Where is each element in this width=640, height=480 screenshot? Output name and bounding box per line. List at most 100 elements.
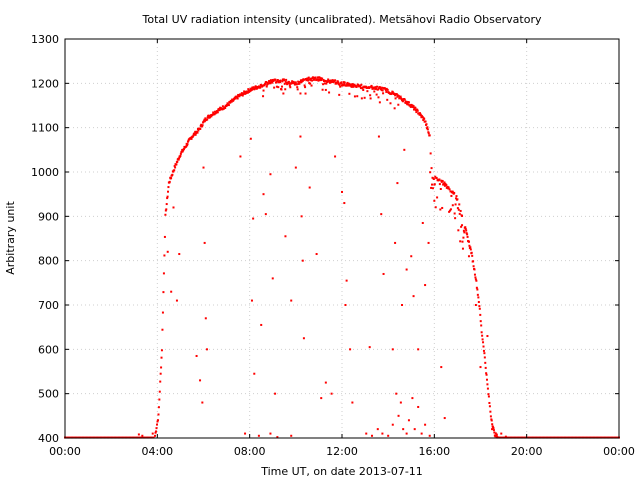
data-point: [269, 173, 272, 176]
data-point: [466, 233, 469, 236]
data-point: [491, 423, 494, 426]
data-point: [472, 265, 475, 268]
data-point: [201, 124, 204, 127]
data-point: [375, 93, 378, 96]
data-point: [160, 356, 163, 359]
data-point: [419, 112, 422, 115]
data-point: [315, 253, 318, 256]
data-point: [360, 83, 363, 86]
data-point: [479, 313, 482, 316]
data-point: [360, 97, 363, 100]
data-point: [324, 381, 327, 384]
data-point: [377, 135, 380, 138]
data-point: [303, 78, 306, 81]
data-point: [327, 78, 330, 81]
data-point: [381, 432, 384, 435]
data-point: [260, 323, 263, 326]
data-point: [425, 127, 428, 130]
data-point: [165, 208, 168, 211]
data-point: [235, 95, 238, 98]
data-point: [413, 428, 416, 431]
data-point: [272, 79, 275, 82]
data-point: [366, 90, 369, 93]
data-point: [424, 284, 427, 287]
data-point: [290, 434, 293, 437]
data-point: [391, 423, 394, 426]
data-point: [424, 423, 427, 426]
data-point: [391, 348, 394, 351]
data-point: [242, 92, 245, 95]
data-point: [349, 83, 352, 86]
data-point: [172, 206, 175, 209]
y-tick-label: 500: [38, 388, 59, 401]
data-point: [203, 118, 206, 121]
data-point: [450, 194, 453, 197]
data-point: [372, 87, 375, 90]
data-point: [399, 401, 402, 404]
data-point: [351, 401, 354, 404]
data-point: [323, 82, 326, 85]
data-point: [264, 82, 267, 85]
data-point: [490, 419, 493, 422]
data-point: [165, 203, 168, 206]
data-point: [241, 94, 244, 97]
data-point: [158, 390, 161, 393]
data-point: [355, 85, 358, 88]
data-point: [215, 111, 218, 114]
data-point: [454, 203, 457, 206]
data-point: [410, 105, 413, 108]
data-point: [317, 79, 320, 82]
data-point: [343, 202, 346, 205]
data-point: [412, 295, 415, 298]
data-point: [309, 77, 312, 80]
data-point: [389, 102, 392, 105]
data-point: [343, 81, 346, 84]
data-point: [427, 132, 430, 135]
data-point: [345, 84, 348, 87]
data-point: [195, 132, 198, 135]
data-point: [405, 268, 408, 271]
data-point: [197, 129, 200, 132]
data-point: [192, 134, 195, 137]
data-point: [365, 85, 368, 88]
data-point: [393, 107, 396, 110]
data-point: [176, 160, 179, 163]
data-point: [369, 94, 372, 97]
data-point: [375, 87, 378, 90]
data-point: [438, 183, 441, 186]
data-point: [195, 354, 198, 357]
data-point: [164, 209, 167, 212]
data-point: [391, 91, 394, 94]
data-point: [296, 88, 299, 91]
data-point: [462, 229, 465, 232]
data-point: [287, 80, 290, 83]
data-point: [484, 361, 487, 364]
data-point: [345, 279, 348, 282]
data-point: [379, 86, 382, 89]
data-point: [356, 95, 359, 98]
data-point: [321, 77, 324, 80]
data-point: [394, 97, 397, 100]
data-point: [187, 139, 190, 142]
data-point: [203, 120, 206, 123]
data-point: [449, 190, 452, 193]
data-point: [298, 82, 301, 85]
data-point: [312, 76, 315, 79]
data-point: [476, 293, 479, 296]
data-point: [159, 380, 162, 383]
data-point: [455, 197, 458, 200]
data-point: [341, 84, 343, 87]
data-point: [252, 217, 255, 220]
data-point: [493, 431, 496, 434]
data-point: [401, 304, 404, 306]
data-point: [459, 209, 462, 212]
data-point: [353, 83, 356, 86]
data-point: [347, 82, 350, 85]
data-point: [310, 84, 313, 87]
x-axis-label: Time UT, on date 2013-07-11: [260, 465, 423, 478]
data-point: [393, 92, 396, 95]
data-point: [320, 397, 323, 400]
data-point: [344, 304, 347, 306]
data-point: [290, 299, 293, 302]
data-point: [405, 100, 408, 103]
